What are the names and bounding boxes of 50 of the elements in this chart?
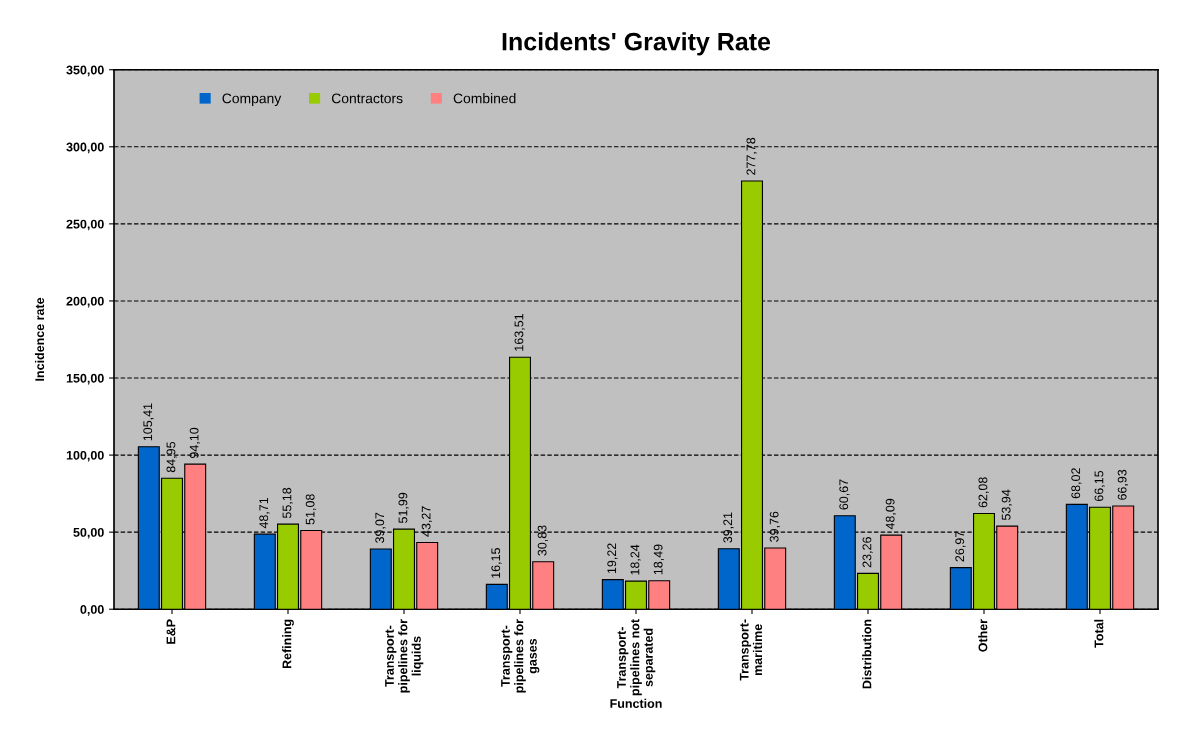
x-tick-label: Transport- maritime: [739, 619, 763, 681]
data-label: 60,67: [839, 479, 850, 510]
legend-label: Contractors: [331, 93, 403, 104]
x-tick-label: Distribution: [862, 619, 872, 689]
data-label: 84,95: [166, 441, 177, 473]
y-tick-label: 300,00: [66, 142, 104, 154]
x-tick-label: Other: [978, 619, 988, 652]
chart-title: Incidents' Gravity Rate: [502, 32, 771, 56]
x-tick-label: Transport- pipelines for liquids: [385, 619, 424, 693]
y-tick-label: 100,00: [66, 450, 104, 462]
data-label: 19,22: [607, 543, 618, 574]
data-label: 66,15: [1094, 470, 1105, 502]
x-axis-title: Function: [610, 698, 662, 708]
data-label: 277,78: [746, 137, 757, 175]
y-tick-label: 200,00: [66, 296, 104, 308]
data-label: 48,09: [885, 498, 897, 530]
data-label: 30,83: [537, 525, 549, 556]
data-label: 105,41: [143, 403, 154, 441]
x-tick-label: Total: [1094, 619, 1104, 648]
data-label: 51,08: [305, 494, 317, 525]
data-label: 39,21: [723, 512, 734, 543]
x-tick-label: Transport- pipelines not separated: [617, 619, 656, 696]
x-tick-label: Transport- pipelines for gases: [501, 619, 540, 693]
data-label: 48,71: [259, 497, 270, 529]
data-label: 51,99: [398, 492, 409, 524]
data-label: 43,27: [421, 506, 433, 537]
data-label: 68,02: [1071, 468, 1082, 499]
legend-label: Combined: [453, 93, 516, 104]
data-label: 163,51: [514, 314, 525, 351]
y-axis-title: Incidence rate: [34, 297, 45, 381]
y-tick-label: 250,00: [66, 219, 104, 231]
data-label: 66,93: [1117, 469, 1129, 500]
legend-label: Company: [222, 93, 282, 107]
data-label: 26,97: [955, 531, 966, 562]
data-label: 55,18: [282, 487, 293, 519]
data-label: 62,08: [978, 477, 989, 508]
data-label: 18,24: [630, 544, 641, 575]
x-tick-label: E&P: [166, 619, 176, 644]
y-tick-label: 50,00: [73, 527, 104, 539]
x-tick-label: Refining: [282, 619, 294, 669]
data-label: 39,07: [375, 512, 386, 543]
y-tick-label: 350,00: [66, 65, 104, 77]
y-tick-label: 0,00: [80, 605, 104, 616]
y-tick-label: 150,00: [66, 373, 104, 385]
data-label: 94,10: [189, 427, 201, 459]
data-label: 39,76: [769, 511, 781, 542]
data-label: 16,15: [491, 548, 502, 578]
data-label: 23,26: [862, 537, 873, 568]
data-label: 53,94: [1001, 489, 1013, 521]
data-label: 18,49: [653, 544, 665, 575]
